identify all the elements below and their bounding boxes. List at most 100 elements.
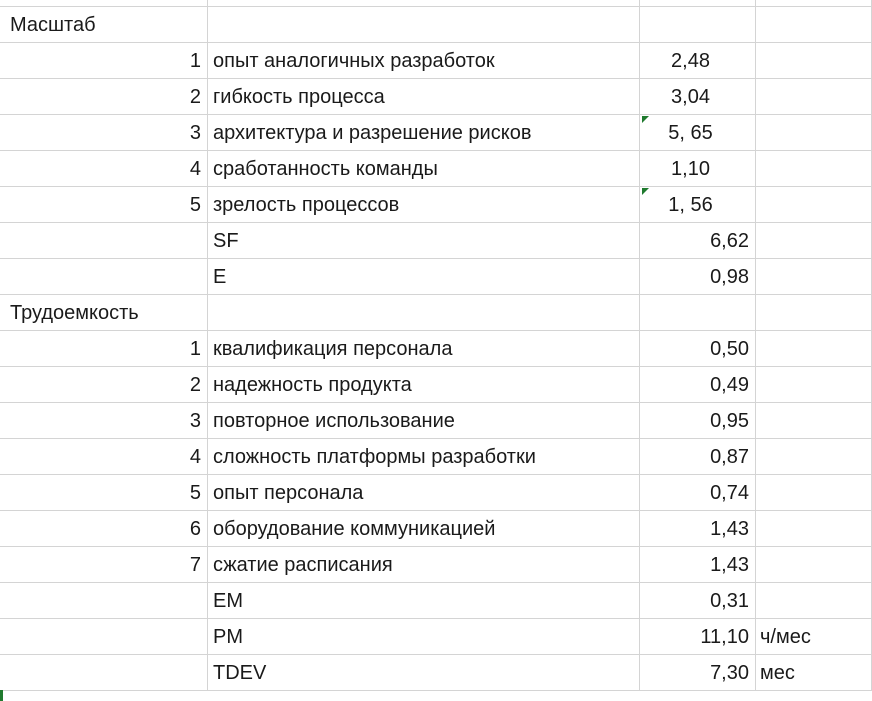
index-cell[interactable]: 3 xyxy=(0,403,208,439)
index-cell[interactable]: 3 xyxy=(0,115,208,151)
table-row: 4 сложность платформы разработки 0,87 xyxy=(0,439,872,475)
value-cell[interactable]: 5, 65 xyxy=(640,115,756,151)
table-row: 5 зрелость процессов 1, 56 xyxy=(0,187,872,223)
table-row: SF 6,62 xyxy=(0,223,872,259)
cell[interactable] xyxy=(756,0,872,7)
name-cell[interactable]: повторное использование xyxy=(208,403,640,439)
index-cell[interactable]: 2 xyxy=(0,79,208,115)
section-header-cell[interactable]: Трудоемкость xyxy=(0,295,208,331)
value-cell[interactable]: 0,87 xyxy=(640,439,756,475)
name-cell[interactable]: сжатие расписания xyxy=(208,547,640,583)
unit-cell[interactable]: мес xyxy=(756,655,872,691)
index-cell[interactable]: 5 xyxy=(0,475,208,511)
index-cell[interactable] xyxy=(0,223,208,259)
index-cell[interactable] xyxy=(0,583,208,619)
table-row: Трудоемкость xyxy=(0,295,872,331)
name-cell[interactable]: архитектура и разрешение рисков xyxy=(208,115,640,151)
index-cell[interactable]: 5 xyxy=(0,187,208,223)
value-cell[interactable]: 6,62 xyxy=(640,223,756,259)
section-header-cell[interactable]: Масштаб xyxy=(0,7,208,43)
value-cell[interactable] xyxy=(640,7,756,43)
unit-cell[interactable] xyxy=(756,583,872,619)
unit-cell[interactable] xyxy=(756,547,872,583)
value-cell[interactable]: 0,74 xyxy=(640,475,756,511)
value-cell[interactable]: 1,10 xyxy=(640,151,756,187)
unit-cell[interactable] xyxy=(756,223,872,259)
name-cell[interactable]: гибкость процесса xyxy=(208,79,640,115)
unit-cell[interactable] xyxy=(756,151,872,187)
name-cell[interactable] xyxy=(208,295,640,331)
value-cell[interactable]: 2,48 xyxy=(640,43,756,79)
value-cell[interactable]: 11,10 xyxy=(640,619,756,655)
index-cell[interactable] xyxy=(0,259,208,295)
selection-edge-marker xyxy=(0,690,3,701)
value-cell[interactable]: 3,04 xyxy=(640,79,756,115)
name-cell[interactable]: PM xyxy=(208,619,640,655)
name-cell[interactable]: сложность платформы разработки xyxy=(208,439,640,475)
unit-cell[interactable] xyxy=(756,511,872,547)
value-cell[interactable]: 1, 56 xyxy=(640,187,756,223)
name-cell[interactable]: зрелость процессов xyxy=(208,187,640,223)
unit-cell[interactable] xyxy=(756,7,872,43)
value-cell[interactable]: 0,95 xyxy=(640,403,756,439)
index-cell[interactable]: 7 xyxy=(0,547,208,583)
index-cell[interactable]: 2 xyxy=(0,367,208,403)
table-row: 6 оборудование коммуникацией 1,43 xyxy=(0,511,872,547)
unit-cell[interactable] xyxy=(756,259,872,295)
error-indicator-icon[interactable] xyxy=(642,116,649,123)
table-row: 5 опыт персонала 0,74 xyxy=(0,475,872,511)
name-cell[interactable] xyxy=(208,7,640,43)
index-cell[interactable] xyxy=(0,655,208,691)
index-cell[interactable] xyxy=(0,619,208,655)
unit-cell[interactable] xyxy=(756,475,872,511)
unit-cell[interactable] xyxy=(756,403,872,439)
unit-cell[interactable] xyxy=(756,79,872,115)
unit-cell[interactable] xyxy=(756,331,872,367)
error-indicator-icon[interactable] xyxy=(642,188,649,195)
name-cell[interactable]: надежность продукта xyxy=(208,367,640,403)
index-cell[interactable]: 4 xyxy=(0,439,208,475)
value-cell[interactable]: 0,98 xyxy=(640,259,756,295)
name-cell[interactable]: TDEV xyxy=(208,655,640,691)
table-row: 2 надежность продукта 0,49 xyxy=(0,367,872,403)
value-cell[interactable]: 1,43 xyxy=(640,547,756,583)
unit-cell[interactable]: ч/мес xyxy=(756,619,872,655)
value-cell[interactable]: 0,49 xyxy=(640,367,756,403)
name-cell[interactable]: квалификация персонала xyxy=(208,331,640,367)
index-cell[interactable]: 6 xyxy=(0,511,208,547)
index-cell[interactable]: 1 xyxy=(0,43,208,79)
table-row: 1 квалификация персонала 0,50 xyxy=(0,331,872,367)
table-row: 1 опыт аналогичных разработок 2,48 xyxy=(0,43,872,79)
cell[interactable] xyxy=(640,0,756,7)
top-row-fragment xyxy=(0,0,872,7)
unit-cell[interactable] xyxy=(756,295,872,331)
cell[interactable] xyxy=(208,0,640,7)
table-row: 4 сработанность команды 1,10 xyxy=(0,151,872,187)
cell[interactable] xyxy=(0,0,208,7)
table-row: 3 архитектура и разрешение рисков 5, 65 xyxy=(0,115,872,151)
name-cell[interactable]: EM xyxy=(208,583,640,619)
name-cell[interactable]: опыт аналогичных разработок xyxy=(208,43,640,79)
table-row: 2 гибкость процесса 3,04 xyxy=(0,79,872,115)
value-cell[interactable]: 0,50 xyxy=(640,331,756,367)
value-cell[interactable]: 0,31 xyxy=(640,583,756,619)
value-cell[interactable]: 1,43 xyxy=(640,511,756,547)
table-row: PM 11,10 ч/мес xyxy=(0,619,872,655)
value-cell[interactable]: 7,30 xyxy=(640,655,756,691)
name-cell[interactable]: оборудование коммуникацией xyxy=(208,511,640,547)
unit-cell[interactable] xyxy=(756,367,872,403)
table-row: 7 сжатие расписания 1,43 xyxy=(0,547,872,583)
name-cell[interactable]: E xyxy=(208,259,640,295)
unit-cell[interactable] xyxy=(756,43,872,79)
unit-cell[interactable] xyxy=(756,187,872,223)
index-cell[interactable]: 1 xyxy=(0,331,208,367)
index-cell[interactable]: 4 xyxy=(0,151,208,187)
value-cell[interactable] xyxy=(640,295,756,331)
table-row: Масштаб xyxy=(0,7,872,43)
name-cell[interactable]: SF xyxy=(208,223,640,259)
unit-cell[interactable] xyxy=(756,439,872,475)
name-cell[interactable]: сработанность команды xyxy=(208,151,640,187)
unit-cell[interactable] xyxy=(756,115,872,151)
name-cell[interactable]: опыт персонала xyxy=(208,475,640,511)
